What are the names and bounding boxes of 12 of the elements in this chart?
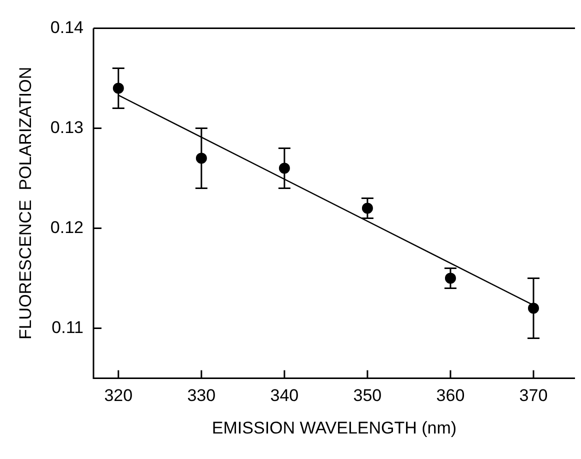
y-tick-label: 0.14 bbox=[50, 18, 84, 37]
y-tick-label: 0.12 bbox=[50, 218, 84, 237]
x-tick-label: 370 bbox=[519, 386, 548, 406]
x-tick-label: 350 bbox=[353, 386, 382, 406]
y-axis-title: FLUORESCENCE POLARIZATION bbox=[16, 66, 35, 340]
x-tick-label: 360 bbox=[436, 386, 465, 406]
y-tick-label: 0.11 bbox=[52, 318, 84, 337]
x-tick-label: 330 bbox=[187, 386, 216, 406]
x-tick-label: 320 bbox=[104, 386, 133, 406]
x-axis-title: EMISSION WAVELENGTH (nm) bbox=[212, 418, 457, 438]
y-tick-label: 0.13 bbox=[50, 118, 84, 137]
x-tick-label: 340 bbox=[270, 386, 299, 406]
